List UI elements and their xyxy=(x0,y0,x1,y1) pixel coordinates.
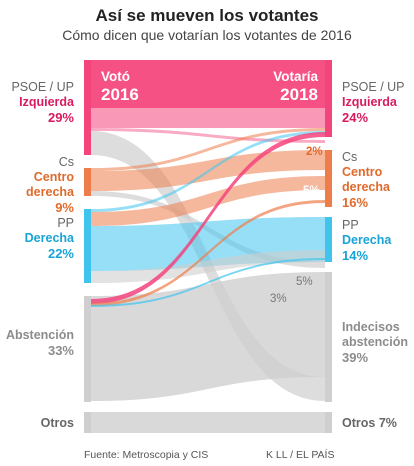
left-node-abstencion xyxy=(84,296,91,402)
source-note: Fuente: Metroscopia y CIS xyxy=(84,449,209,461)
left-otros-bloc: Otros xyxy=(40,416,74,430)
flow-otros-to-otros xyxy=(91,412,325,433)
to-header: Votaría 2018 xyxy=(273,68,318,104)
flow-abstencion-to-derecha xyxy=(91,258,325,307)
left-izquierda-party: PSOE / UP xyxy=(11,80,74,94)
nodes-group xyxy=(84,60,332,433)
chart-subtitle: Cómo dicen que votarían los votantes de … xyxy=(62,27,352,43)
left-derecha-party: PP xyxy=(57,216,74,230)
left-node-centro xyxy=(84,168,91,196)
to-header-label: Votaría xyxy=(273,69,318,84)
left-node-derecha xyxy=(84,209,91,283)
flow-abstencion-to-centro xyxy=(91,200,325,306)
left-node-izquierda xyxy=(84,60,91,155)
to-header-year: 2018 xyxy=(280,85,318,104)
right-label-otros: Otros 7% xyxy=(342,416,397,431)
flow-centro-to-izquierda xyxy=(91,128,325,171)
chart-title: Así se mueven los votantes xyxy=(95,6,319,25)
left-derecha-pct: 22% xyxy=(47,246,74,261)
right-otros-line: Otros 7% xyxy=(342,416,397,431)
from-header-year: 2016 xyxy=(101,85,139,104)
right-label-derecha: PP Derecha 14% xyxy=(342,218,391,263)
credit-note: K LL / EL PAÍS xyxy=(266,449,335,461)
right-izquierda-party: PSOE / UP xyxy=(342,80,405,94)
left-abstencion-bloc: Abstención xyxy=(5,328,74,342)
left-abstencion-pct: 33% xyxy=(47,343,74,358)
right-izquierda-bloc: Izquierda xyxy=(342,95,397,109)
right-label-izquierda: PSOE / UP Izquierda 24% xyxy=(342,80,405,125)
left-centro-pct: 9% xyxy=(55,200,74,215)
right-centro-pct: 16% xyxy=(342,195,369,210)
flow-izquierda-to-centro xyxy=(91,128,325,143)
left-derecha-bloc: Derecha xyxy=(24,231,74,245)
left-label-centro: Cs Centro derecha 9% xyxy=(4,155,74,215)
from-header: Votó 2016 xyxy=(101,68,139,104)
left-izquierda-bloc: Izquierda xyxy=(19,95,74,109)
flow-derecha-to-centro xyxy=(91,176,325,226)
right-label-centro: Cs Centro derecha 16% xyxy=(342,150,412,210)
header-band xyxy=(91,60,325,108)
left-label-otros: Otros xyxy=(41,416,74,431)
right-otros-bloc: Otros xyxy=(342,416,376,430)
right-node-otros xyxy=(325,412,332,433)
flow-derecha-to-izquierda xyxy=(91,131,325,212)
right-derecha-party: PP xyxy=(342,218,359,232)
right-node-indecisos xyxy=(325,272,332,402)
left-label-izquierda: PSOE / UP Izquierda 29% xyxy=(11,80,74,125)
left-label-abstencion: Abstención 33% xyxy=(6,328,74,358)
right-otros-pct: 7% xyxy=(378,416,397,430)
right-node-derecha xyxy=(325,217,332,262)
flow-label-izq-to-cen: 2% xyxy=(306,146,323,158)
right-indecisos-pct: 39% xyxy=(342,350,369,365)
right-derecha-pct: 14% xyxy=(342,248,369,263)
right-centro-bloc: Centro derecha xyxy=(342,165,390,194)
right-derecha-bloc: Derecha xyxy=(342,233,392,247)
flow-label-der-to-ind: 5% xyxy=(296,276,313,288)
right-node-izquierda xyxy=(325,60,332,137)
right-centro-party: Cs xyxy=(342,150,358,164)
right-label-indecisos: Indecisos abstención 39% xyxy=(342,320,414,365)
flow-label-cen-to-ind: 3% xyxy=(270,293,287,305)
flow-derecha-to-indecisos xyxy=(91,250,325,283)
left-node-otros xyxy=(84,412,91,433)
right-node-centro xyxy=(325,150,332,207)
flow-abstencion-to-izquierda xyxy=(91,132,325,304)
left-centro-bloc: Centro derecha xyxy=(26,170,74,199)
left-label-derecha: PP Derecha 22% xyxy=(25,216,74,261)
right-izquierda-pct: 24% xyxy=(342,110,369,125)
left-centro-party: Cs xyxy=(58,155,74,169)
right-indecisos-bloc: Indecisos abstención xyxy=(342,320,408,349)
from-header-label: Votó xyxy=(101,69,130,84)
flow-label-der-to-cen: 5% xyxy=(303,185,320,197)
left-izquierda-pct: 29% xyxy=(47,110,74,125)
flows-group xyxy=(91,60,325,433)
